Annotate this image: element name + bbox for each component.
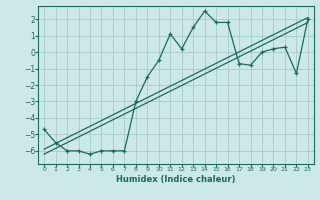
X-axis label: Humidex (Indice chaleur): Humidex (Indice chaleur): [116, 175, 236, 184]
